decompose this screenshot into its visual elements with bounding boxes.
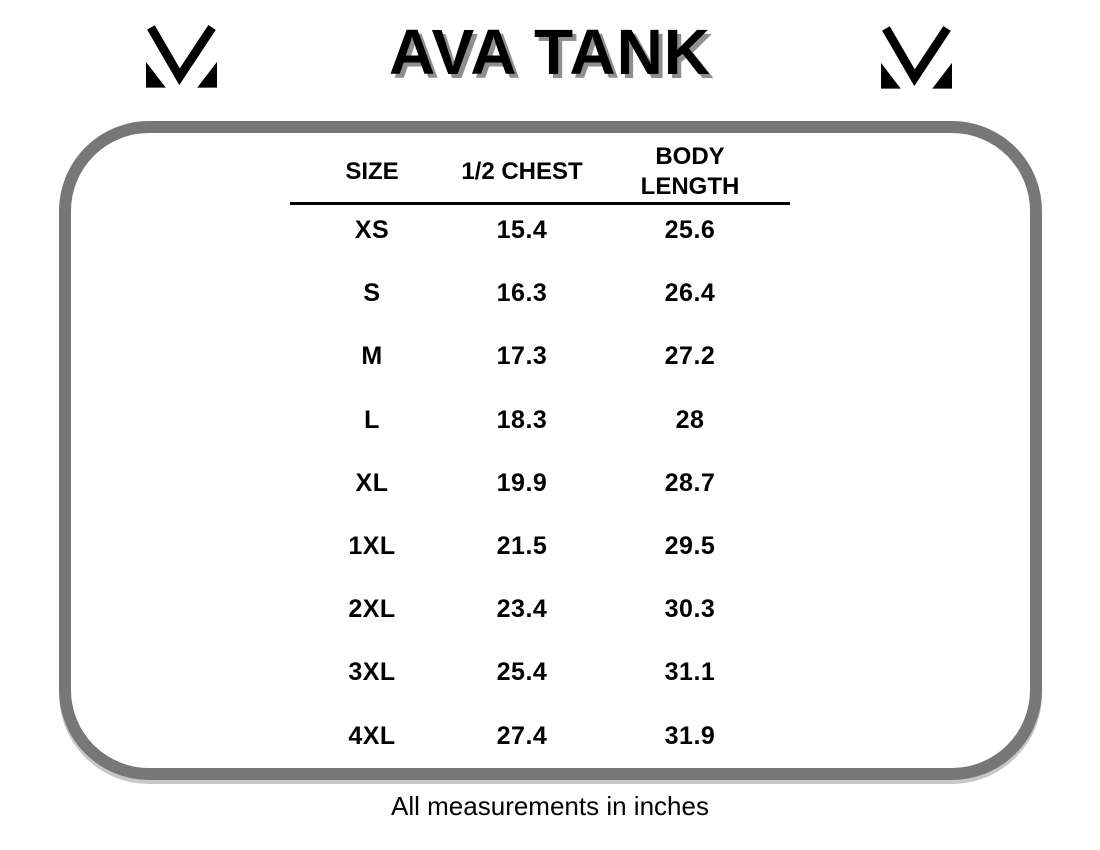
measurement-cell: 28.7: [664, 468, 716, 497]
table-row: 2XL 23.4 30.3: [290, 578, 790, 641]
measurement-cell: 27.4: [496, 721, 548, 750]
table-row: L 18.3 28: [290, 389, 790, 452]
measurement-cell: 29.5: [664, 532, 716, 561]
size-cell: 1XL: [348, 532, 396, 561]
page-title: AVA TANK: [388, 16, 712, 88]
table-row: XS 15.4 25.6: [290, 199, 790, 262]
measurement-cell: 27.2: [664, 342, 716, 371]
measurement-cell: 25.4: [496, 658, 548, 687]
measurement-cell: 16.3: [496, 279, 548, 308]
table-row: M 17.3 27.2: [290, 325, 790, 388]
column-header: BODY LENGTH: [640, 142, 740, 200]
measurement-cell: 21.5: [496, 532, 548, 561]
size-cell: XS: [354, 216, 390, 245]
table-row: XL 19.9 28.7: [290, 452, 790, 515]
measurement-cell: 19.9: [496, 468, 548, 497]
m-logo-icon: [146, 25, 217, 88]
table-body: XS 15.4 25.6 S 16.3 26.4 M 17.3 27.2 L 18.3 28 XL 19.…: [290, 199, 790, 768]
measurement-cell: 18.3: [496, 405, 548, 434]
measurement-cell: 28: [675, 405, 705, 434]
measurement-cell: 31.9: [664, 721, 716, 750]
measurement-cell: 17.3: [496, 342, 548, 371]
m-logo-icon: [881, 26, 952, 89]
size-cell: 2XL: [348, 595, 396, 624]
size-cell: 4XL: [348, 721, 396, 750]
measurement-cell: 31.1: [664, 658, 716, 687]
measurement-cell: 26.4: [664, 279, 716, 308]
measurement-cell: 25.6: [664, 216, 716, 245]
size-cell: L: [364, 405, 380, 434]
table-row: S 16.3 26.4: [290, 262, 790, 325]
size-cell: 3XL: [348, 658, 396, 687]
table-row: 4XL 27.4 31.9: [290, 705, 790, 768]
size-cell: M: [361, 342, 383, 371]
table-row: 3XL 25.4 31.1: [290, 641, 790, 704]
size-chart-frame: [59, 121, 1042, 780]
table-row: 1XL 21.5 29.5: [290, 515, 790, 578]
header-divider: [290, 202, 790, 205]
measurement-cell: 15.4: [496, 216, 548, 245]
measurement-cell: 23.4: [496, 595, 548, 624]
size-cell: XL: [355, 468, 389, 497]
column-header: 1/2 CHEST: [461, 157, 583, 185]
size-cell: S: [363, 279, 381, 308]
measurement-note: All measurements in inches: [391, 791, 709, 821]
measurement-cell: 30.3: [664, 595, 716, 624]
column-header: SIZE: [345, 157, 399, 185]
table-header-row: SIZE 1/2 CHEST BODY LENGTH: [290, 140, 790, 203]
